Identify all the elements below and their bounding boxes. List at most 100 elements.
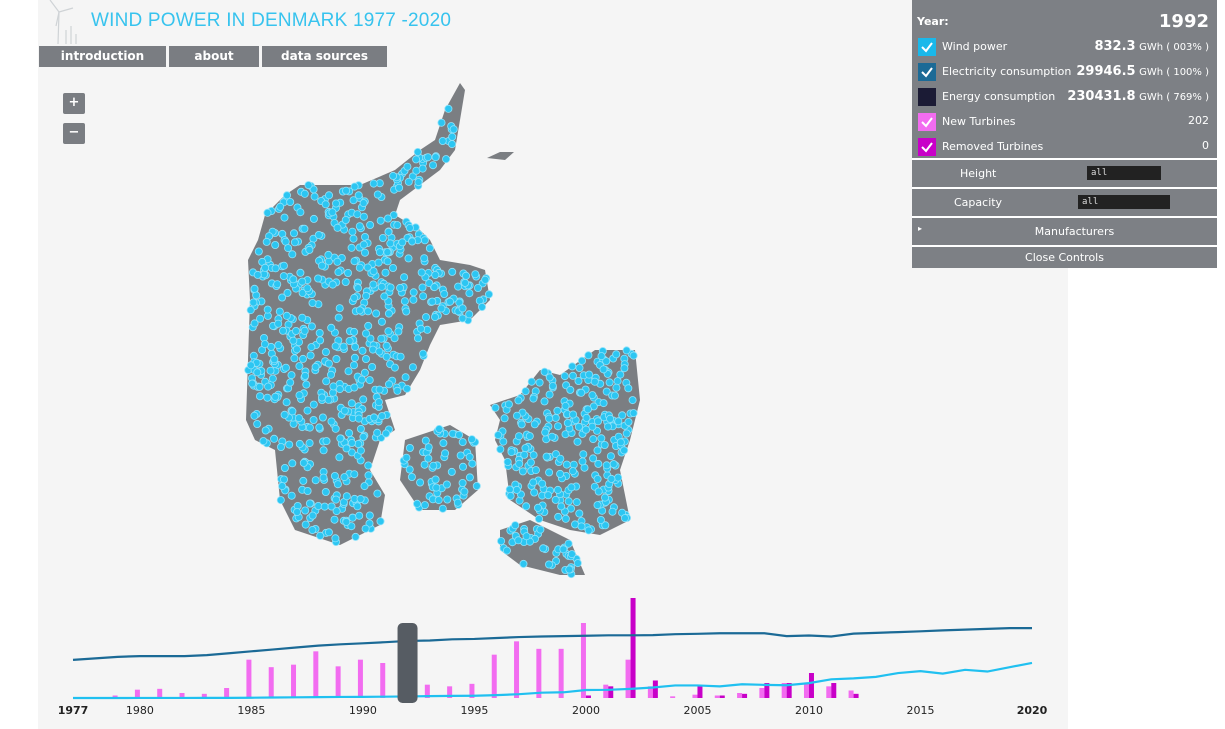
bar	[759, 688, 765, 698]
turbine-dot	[282, 191, 291, 200]
checkbox[interactable]	[918, 88, 936, 106]
nav-button[interactable]: about	[169, 46, 259, 67]
turbine-dot	[250, 319, 259, 328]
checkbox[interactable]	[918, 138, 936, 156]
bar	[447, 686, 453, 698]
turbine-dot	[593, 446, 602, 455]
turbine-dot	[331, 342, 340, 351]
turbine-dot	[254, 247, 263, 256]
turbine-dot	[431, 475, 440, 484]
turbine-dot	[287, 491, 296, 500]
turbine-dot	[590, 377, 599, 386]
turbine-dot	[350, 327, 359, 336]
turbine-dot	[577, 522, 586, 531]
turbine-dot	[331, 495, 340, 504]
turbine-dot	[400, 273, 409, 282]
turbine-dot	[620, 364, 629, 373]
nav-button[interactable]: introduction	[39, 46, 166, 67]
turbine-dot	[330, 515, 339, 524]
turbine-dot	[343, 268, 352, 277]
bar	[831, 683, 837, 698]
turbine-dot	[382, 341, 391, 350]
x-tick-label: 2010	[795, 704, 823, 717]
turbine-dot	[280, 213, 289, 222]
manufacturers-toggle[interactable]: ▸ Manufacturers	[912, 216, 1217, 244]
bar	[313, 651, 319, 698]
turbine-dot	[454, 282, 463, 291]
turbine-dot	[381, 268, 390, 277]
turbine-dot	[330, 471, 339, 480]
row-unit: GWh ( 100% )	[1139, 67, 1209, 78]
turbine-dot	[560, 372, 569, 381]
bar	[781, 683, 787, 698]
zoom-out[interactable]: −	[63, 123, 85, 144]
checkbox[interactable]	[918, 113, 936, 131]
row-unit: GWh ( 003% )	[1139, 42, 1209, 53]
turbine-dot	[614, 417, 623, 426]
row-name: New Turbines	[942, 115, 1016, 128]
turbine-dot	[606, 414, 615, 423]
turbine-dot	[270, 355, 279, 364]
turbine-dot	[350, 383, 359, 392]
checkbox[interactable]	[918, 38, 936, 56]
capacity-filter: Capacity all	[912, 187, 1217, 215]
year-handle[interactable]	[397, 623, 418, 703]
turbine-dot	[453, 498, 462, 507]
turbine-dot	[246, 361, 255, 370]
row-unit: GWh ( 769% )	[1139, 92, 1209, 103]
turbine-dot	[430, 312, 439, 321]
turbine-dot	[423, 153, 432, 162]
turbine-dot	[577, 388, 586, 397]
zoom-in[interactable]: +	[63, 93, 85, 114]
turbine-dot	[429, 461, 438, 470]
row-value: 832.3 GWh ( 003% )	[1094, 39, 1209, 54]
turbine-dot	[416, 478, 425, 487]
turbine-dot	[355, 306, 364, 315]
row-value: 202	[1188, 114, 1209, 127]
turbine-dot	[599, 399, 608, 408]
turbine-dot	[253, 419, 262, 428]
turbine-dot	[314, 230, 323, 239]
turbine-dot	[578, 457, 587, 466]
turbine-dot	[295, 362, 304, 371]
turbine-dot	[289, 336, 298, 345]
manufacturers-label: Manufacturers	[1034, 225, 1115, 238]
turbine-dot	[442, 480, 451, 489]
turbine-dot	[393, 386, 402, 395]
row-number: 0	[1202, 139, 1209, 152]
turbine-dot	[465, 289, 474, 298]
turbine-dot	[360, 368, 369, 377]
turbine-dot	[298, 313, 307, 322]
turbine-dot	[540, 397, 549, 406]
turbine-dot	[274, 341, 283, 350]
capacity-select[interactable]: all	[1078, 195, 1170, 209]
turbine-dot	[282, 311, 291, 320]
turbine-dot	[341, 277, 350, 286]
turbine-dot	[310, 192, 319, 201]
turbine-dot	[255, 392, 264, 401]
turbine-dot	[597, 352, 606, 361]
turbine-dot	[602, 461, 611, 470]
turbine-dot	[518, 467, 527, 476]
turbine-dot	[465, 452, 474, 461]
turbine-dot	[545, 390, 554, 399]
turbine-dot	[305, 439, 314, 448]
turbine-dot	[629, 351, 638, 360]
turbine-dot	[564, 539, 573, 548]
turbine-dot	[535, 378, 544, 387]
turbine-dot	[496, 445, 505, 454]
turbine-dot	[321, 200, 330, 209]
turbine-dot	[331, 534, 340, 543]
turbine-dot	[331, 199, 340, 208]
turbine-dot	[413, 147, 422, 156]
checkbox[interactable]	[918, 63, 936, 81]
turbine-dot	[540, 367, 549, 376]
turbine-dot	[300, 224, 309, 233]
controls-panel: Year: 1992 Wind power 832.3 GWh ( 003% ) E…	[912, 0, 1217, 268]
nav-button[interactable]: data sources	[262, 46, 387, 67]
turbine-dot	[390, 334, 399, 343]
close-controls[interactable]: Close Controls	[912, 245, 1217, 268]
height-select[interactable]: all	[1087, 166, 1161, 180]
page-title: WIND POWER IN DENMARK 1977 -2020	[91, 10, 452, 31]
turbine-dot	[350, 257, 359, 266]
